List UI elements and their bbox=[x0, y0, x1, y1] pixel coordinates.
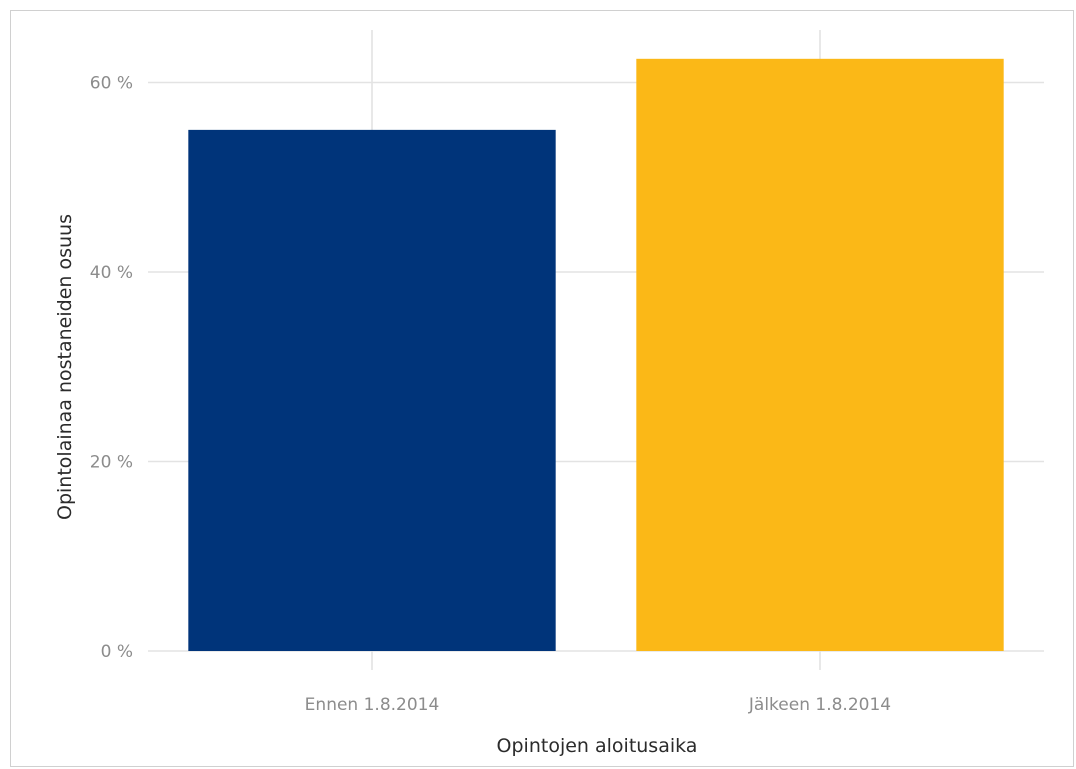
y-tick-label: 20 % bbox=[90, 453, 133, 473]
y-tick-label: 0 % bbox=[101, 642, 133, 662]
bar bbox=[636, 58, 1004, 651]
x-tick-label: Jälkeen 1.8.2014 bbox=[748, 695, 891, 715]
x-axis-title: Opintojen aloitusaika bbox=[497, 735, 698, 757]
x-tick-label: Ennen 1.8.2014 bbox=[305, 695, 440, 715]
y-axis-title: Opintolainaa nostaneiden osuus bbox=[54, 214, 76, 520]
bars bbox=[188, 58, 1004, 651]
x-axis-ticks: Ennen 1.8.2014 Jälkeen 1.8.2014 bbox=[305, 695, 891, 715]
y-tick-label: 40 % bbox=[90, 263, 133, 283]
bar bbox=[188, 129, 556, 651]
y-tick-label: 60 % bbox=[90, 74, 133, 94]
y-axis-ticks: 0 % 20 % 40 % 60 % bbox=[90, 74, 133, 663]
